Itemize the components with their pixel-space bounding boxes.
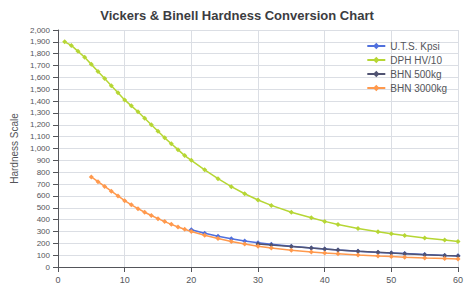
svg-text:100: 100 (37, 251, 51, 260)
svg-text:600: 600 (37, 191, 51, 200)
svg-text:1,400: 1,400 (30, 97, 51, 106)
svg-text:1,500: 1,500 (30, 85, 51, 94)
svg-text:400: 400 (37, 215, 51, 224)
svg-text:Hardness Scale: Hardness Scale (9, 113, 20, 184)
svg-text:1,000: 1,000 (30, 144, 51, 153)
svg-text:300: 300 (37, 227, 51, 236)
svg-text:40: 40 (320, 275, 330, 285)
svg-text:30: 30 (253, 275, 263, 285)
svg-text:U.T.S. Kpsi: U.T.S. Kpsi (390, 41, 439, 52)
svg-text:1,300: 1,300 (30, 108, 51, 117)
svg-text:900: 900 (37, 156, 51, 165)
svg-text:DPH HV/10: DPH HV/10 (390, 55, 442, 66)
svg-text:1,200: 1,200 (30, 120, 51, 129)
svg-text:Vickers & Binell Hardness Conv: Vickers & Binell Hardness Conversion Cha… (100, 8, 374, 23)
svg-text:1,100: 1,100 (30, 132, 51, 141)
svg-text:0: 0 (46, 263, 51, 272)
svg-text:500: 500 (37, 203, 51, 212)
svg-text:800: 800 (37, 168, 51, 177)
svg-text:20: 20 (186, 275, 196, 285)
svg-text:700: 700 (37, 180, 51, 189)
svg-text:1,900: 1,900 (30, 37, 51, 46)
svg-text:200: 200 (37, 239, 51, 248)
svg-text:50: 50 (386, 275, 396, 285)
svg-text:1,800: 1,800 (30, 49, 51, 58)
svg-text:2,000: 2,000 (30, 26, 51, 35)
svg-text:1,700: 1,700 (30, 61, 51, 70)
svg-text:BHN 500kg: BHN 500kg (390, 69, 441, 80)
svg-text:60: 60 (453, 275, 463, 285)
svg-text:BHN 3000kg: BHN 3000kg (390, 83, 447, 94)
svg-text:0: 0 (55, 275, 60, 285)
svg-text:1,600: 1,600 (30, 73, 51, 82)
svg-text:10: 10 (120, 275, 130, 285)
